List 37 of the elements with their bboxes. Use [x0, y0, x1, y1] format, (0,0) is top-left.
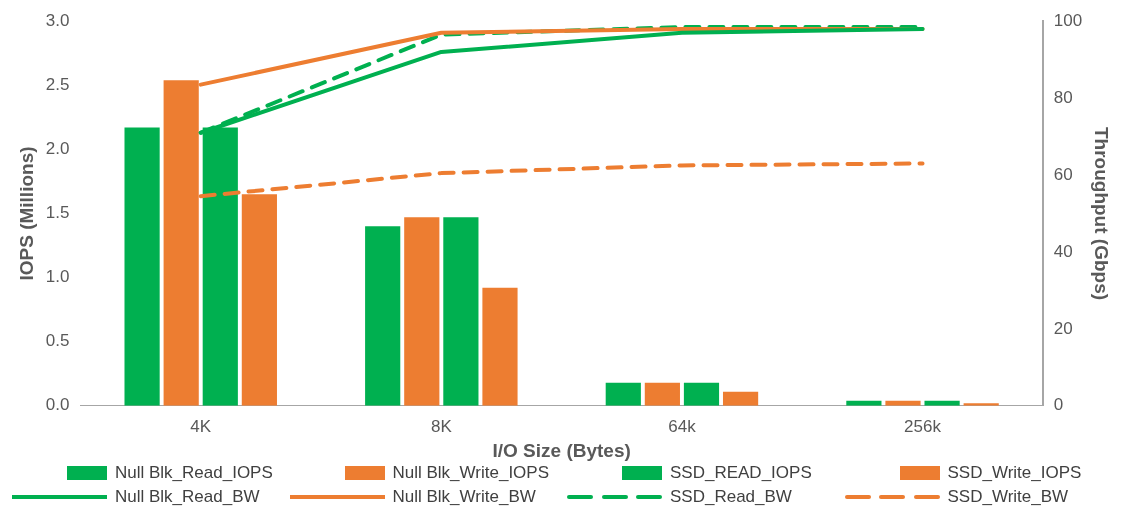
legend-label: SSD_Write_BW	[947, 487, 1069, 507]
legend-label: Null Blk_Write_BW	[392, 487, 536, 507]
legend-label: SSD_Write_IOPS	[947, 463, 1082, 483]
y2-tick-label: 40	[1053, 241, 1073, 261]
bar	[124, 127, 160, 406]
y2-axis-title: Throughput (Gbps)	[1091, 126, 1113, 301]
x-tick-label: 64k	[668, 416, 697, 436]
y-tick-label: 3.0	[45, 10, 70, 30]
y-tick-label: 0.5	[45, 331, 70, 351]
bar	[404, 217, 440, 406]
y2-tick-label: 0	[1053, 395, 1064, 415]
legend-label: SSD_Read_BW	[670, 487, 792, 507]
bar	[482, 287, 518, 406]
x-tick-label: 4K	[190, 416, 212, 436]
x-tick-label: 8K	[430, 416, 453, 436]
bar	[683, 382, 720, 406]
y2-tick-label: 100	[1053, 10, 1083, 30]
bar	[605, 382, 641, 406]
legend-label: SSD_READ_IOPS	[670, 463, 812, 483]
x-tick-label: 256k	[904, 416, 942, 436]
x-axis-title: I/O Size (Bytes)	[492, 439, 631, 461]
y-tick-label: 1.0	[45, 267, 70, 287]
y-tick-label: 0.0	[45, 395, 70, 415]
y2-tick-label: 60	[1053, 164, 1073, 184]
y-axis-title: IOPS (Millions)	[15, 146, 37, 281]
legend-label: Null Blk_Read_BW	[115, 487, 260, 507]
legend-label: Null Blk_Read_IOPS	[115, 463, 273, 483]
y-tick-label: 1.5	[45, 203, 70, 223]
bar	[365, 226, 401, 406]
bar	[722, 391, 759, 406]
y2-tick-label: 20	[1053, 318, 1073, 338]
legend-label: Null Blk_Write_IOPS	[392, 463, 550, 483]
bar	[443, 217, 479, 406]
y-tick-label: 2.0	[45, 139, 70, 159]
bar	[644, 382, 680, 406]
y2-tick-label: 80	[1053, 87, 1073, 107]
y-tick-label: 2.5	[45, 74, 70, 94]
